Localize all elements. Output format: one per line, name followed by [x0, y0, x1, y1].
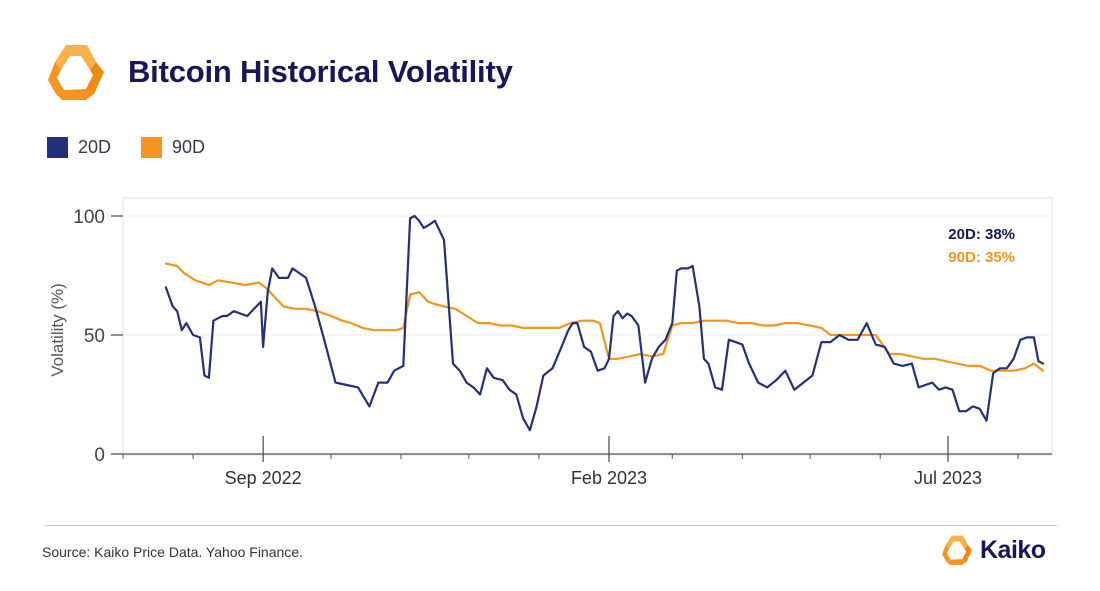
x-tick-label: Feb 2023: [571, 468, 647, 488]
kaiko-logo-icon: [48, 45, 104, 100]
chart-title: Bitcoin Historical Volatility: [128, 54, 513, 89]
x-axis: Sep 2022 Feb 2023 Jul 2023: [122, 436, 1052, 488]
y-tick-label: 100: [73, 207, 105, 228]
volatility-chart: 0 50 100 Sep 2022 Feb 2023 Jul 2023 Volatili…: [48, 197, 1053, 488]
y-tick-label: 50: [84, 326, 105, 347]
brand: Kaiko: [941, 534, 1046, 566]
annotation-90d: 90D: 35%: [948, 249, 1015, 266]
legend-item-20d: 20D: [47, 137, 111, 158]
brand-name: Kaiko: [980, 535, 1046, 564]
series-lines: [164, 214, 1045, 432]
legend-label-90d: 90D: [172, 137, 206, 157]
series-line-20d: [164, 214, 1045, 432]
y-tick-label: 0: [94, 445, 105, 466]
y-axis: 0 50 100: [73, 207, 123, 466]
y-axis-label: Volatility (%): [48, 283, 67, 377]
legend: 20D 90D: [47, 137, 235, 158]
kaiko-brand-icon: [942, 535, 972, 565]
legend-swatch-20d: [47, 137, 68, 158]
legend-label-20d: 20D: [78, 137, 112, 157]
footer-divider: [45, 525, 1057, 526]
gridlines: [123, 215, 1052, 336]
source-note: Source: Kaiko Price Data. Yahoo Finance.: [42, 544, 303, 560]
series-line-90d: [164, 262, 1045, 372]
plot-frame: [122, 197, 1053, 456]
legend-swatch-90d: [141, 137, 163, 158]
annotation-20d: 20D: 38%: [948, 226, 1015, 243]
x-tick-label: Jul 2023: [914, 468, 982, 488]
legend-item-90d: 90D: [141, 137, 205, 158]
x-tick-label: Sep 2022: [225, 468, 302, 488]
header: Bitcoin Historical Volatility: [46, 42, 513, 102]
